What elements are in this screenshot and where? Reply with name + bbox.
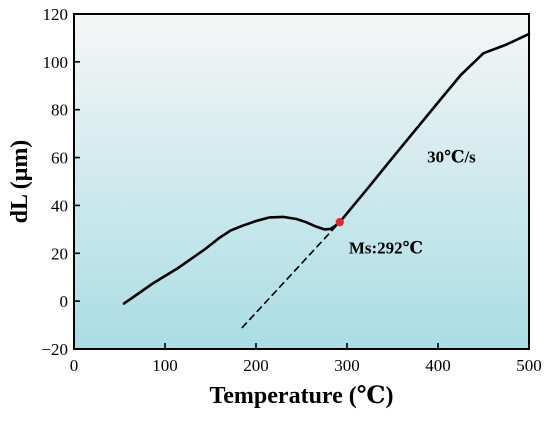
- y-tick-label: 120: [43, 5, 69, 24]
- x-axis-title: Temperature (℃): [209, 383, 393, 409]
- plot-frame: [73, 13, 530, 350]
- y-tick-label: 20: [51, 244, 68, 263]
- y-axis-title: dL (μm): [7, 140, 33, 224]
- y-tick-label: 60: [51, 149, 68, 168]
- dilation-curve-line: [122, 32, 531, 305]
- x-tick-label: 200: [243, 356, 269, 375]
- x-tick-label: 0: [70, 356, 79, 375]
- x-tick-label: 500: [516, 356, 542, 375]
- cooling-rate-annotation: 30℃/s: [427, 147, 476, 166]
- tangent-dashed-line: [241, 221, 341, 329]
- ms-point-marker: [335, 217, 344, 227]
- y-tick-label: −20: [41, 340, 68, 359]
- y-tick-label: 0: [60, 292, 69, 311]
- x-tick-label: 400: [425, 356, 451, 375]
- x-tick-label: 300: [334, 356, 360, 375]
- y-tick-label: 80: [51, 101, 68, 120]
- ms-temperature-annotation: Ms:292℃: [349, 238, 423, 257]
- x-tick-label: 100: [152, 356, 178, 375]
- plot-background: [74, 14, 529, 349]
- y-tick-label: 40: [51, 196, 68, 215]
- y-tick-label: 100: [43, 53, 69, 72]
